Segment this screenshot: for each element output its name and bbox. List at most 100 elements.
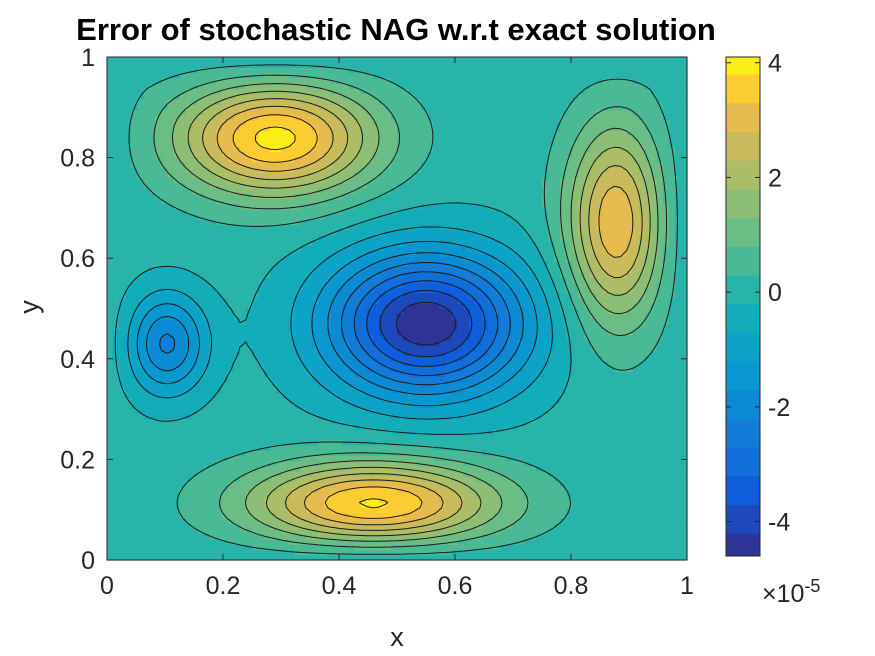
contour-cell — [445, 544, 452, 551]
contour-cell — [390, 439, 398, 446]
contour-cell — [620, 313, 628, 320]
contour-cell — [632, 444, 640, 451]
contour-cell — [276, 528, 283, 535]
contour-cell — [608, 460, 616, 467]
contour-cell — [487, 423, 495, 430]
contour-cell — [354, 497, 362, 503]
contour-cell — [215, 523, 223, 530]
contour-cell — [173, 360, 181, 367]
contour-cell — [493, 350, 501, 357]
contour-cell — [149, 292, 156, 299]
contour-cell — [638, 554, 646, 561]
contour-cell — [578, 554, 585, 561]
contour-cell — [390, 523, 398, 530]
contour-cell — [155, 308, 162, 315]
contour-cell — [173, 329, 181, 336]
contour-cell — [239, 350, 247, 357]
contour-cell — [427, 408, 434, 414]
contour-cell — [390, 491, 398, 498]
contour-cell — [209, 308, 217, 315]
contour-cell — [451, 476, 459, 483]
contour-cell — [632, 423, 640, 430]
contour-cell — [318, 392, 326, 399]
contour-cell — [276, 518, 283, 524]
contour-cell — [282, 298, 289, 304]
contour-cell — [149, 491, 156, 498]
contour-cell — [505, 313, 513, 320]
contour-cell — [191, 402, 199, 409]
contour-cell — [451, 402, 459, 409]
contour-cell — [596, 355, 604, 362]
contour-cell — [390, 334, 398, 341]
contour-cell — [529, 397, 537, 404]
contour-cell — [215, 334, 223, 341]
contour-cell — [529, 533, 537, 540]
contour-cell — [312, 518, 320, 524]
contour-cell — [626, 423, 634, 430]
contour-cell — [107, 292, 114, 299]
contour-cell — [596, 287, 604, 294]
contour-cell — [119, 497, 126, 503]
contour-cell — [421, 554, 428, 561]
contour-cell — [662, 381, 670, 388]
contour-cell — [209, 544, 217, 551]
contour-cell — [294, 418, 301, 425]
contour-cell — [270, 470, 277, 477]
contour-cell — [149, 481, 156, 488]
contour-cell — [215, 350, 223, 357]
contour-cell — [656, 502, 664, 509]
contour-cell — [644, 360, 652, 367]
contour-cell — [270, 418, 277, 425]
contour-cell — [270, 292, 277, 299]
contour-cell — [107, 397, 114, 404]
contour-cell — [626, 318, 634, 325]
contour-cell — [131, 387, 138, 393]
contour-cell — [548, 497, 555, 503]
contour-cell — [644, 528, 652, 535]
contour-cell — [354, 444, 362, 451]
contour-cell — [608, 360, 616, 367]
contour-cell — [306, 392, 314, 399]
contour-cell — [493, 481, 501, 488]
contour-cell — [330, 408, 338, 414]
contour-cell — [457, 528, 465, 535]
contour-cell — [378, 476, 386, 483]
contour-cell — [469, 287, 477, 294]
contour-cell — [119, 507, 126, 514]
contour-cell — [481, 376, 489, 383]
contour-cell — [572, 455, 579, 462]
contour-cell — [548, 376, 555, 383]
contour-cell — [602, 533, 610, 540]
contour-cell — [457, 423, 465, 430]
contour-cell — [614, 444, 622, 451]
contour-cell — [354, 329, 362, 336]
contour-cell — [125, 507, 132, 514]
contour-cell — [143, 303, 150, 310]
contour-cell — [626, 397, 634, 404]
contour-cell — [227, 444, 235, 451]
contour-cell — [209, 350, 217, 357]
contour-cell — [457, 329, 465, 336]
contour-cell — [209, 439, 217, 446]
contour-cell — [656, 308, 664, 315]
contour-cell — [511, 303, 519, 310]
contour-cell — [397, 345, 404, 352]
contour-cell — [294, 360, 301, 367]
contour-cell — [662, 444, 670, 451]
contour-cell — [167, 355, 175, 362]
contour-cell — [529, 329, 537, 336]
contour-cell — [270, 554, 277, 561]
contour-cell — [535, 486, 543, 493]
contour-cell — [445, 491, 452, 498]
contour-cell — [445, 507, 452, 514]
contour-cell — [481, 533, 489, 540]
contour-cell — [656, 360, 664, 367]
contour-cell — [318, 533, 326, 540]
contour-cell — [155, 423, 162, 430]
contour-cell — [644, 455, 652, 462]
contour-cell — [493, 523, 501, 530]
contour-cell — [632, 392, 640, 399]
contour-cell — [245, 460, 253, 467]
contour-cell — [264, 502, 271, 509]
contour-cell — [529, 465, 537, 472]
